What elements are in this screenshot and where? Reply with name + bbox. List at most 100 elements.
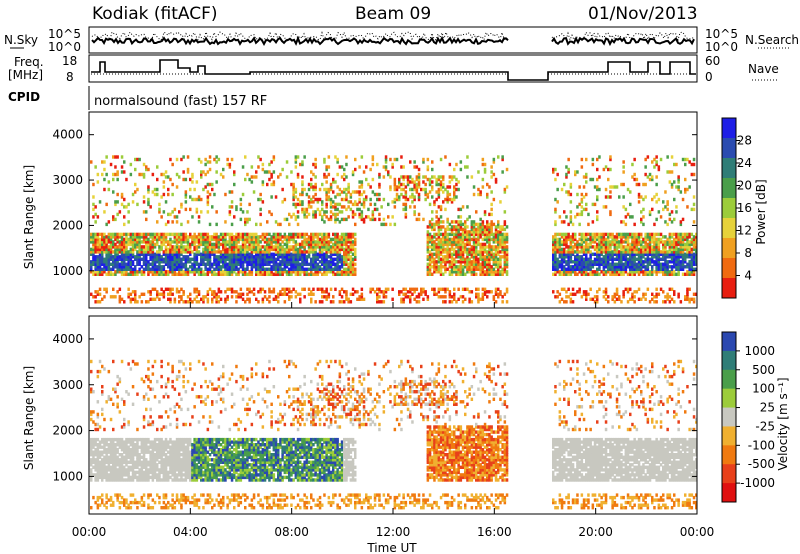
heatmap-cell — [400, 165, 403, 169]
heatmap-cell — [565, 300, 568, 304]
heatmap-cell — [655, 160, 658, 164]
heatmap-cell — [499, 225, 502, 229]
heatmap-cell — [285, 160, 289, 164]
heatmap-cell — [611, 262, 614, 266]
heatmap-cell — [609, 272, 612, 276]
heatmap-cell — [466, 255, 469, 259]
heatmap-cell — [270, 290, 273, 294]
heatmap-cell — [279, 292, 282, 296]
heatmap-cell — [224, 235, 227, 239]
heatmap-cell — [681, 157, 685, 162]
heatmap-cell — [446, 237, 449, 242]
heatmap-cell — [217, 157, 221, 162]
heatmap-cell — [314, 262, 317, 266]
heatmap-cell — [158, 252, 161, 256]
heatmap-cell — [252, 292, 256, 296]
heatmap-cell — [101, 250, 104, 254]
heatmap-cell — [257, 165, 260, 169]
heatmap-cell — [136, 257, 139, 261]
heatmap-cell — [580, 235, 584, 239]
heatmap-cell — [182, 240, 185, 244]
heatmap-cell — [180, 295, 183, 299]
heatmap-cell — [327, 232, 331, 237]
heatmap-cell — [574, 262, 577, 266]
heatmap-cell — [138, 257, 141, 261]
heatmap-cell — [310, 182, 313, 187]
heatmap-cell — [406, 182, 410, 187]
heatmap-cell — [644, 257, 647, 261]
heatmap-cell — [382, 222, 386, 227]
heatmap-cell — [609, 255, 612, 259]
heatmap-cell — [184, 192, 188, 197]
heatmap-cell — [503, 237, 507, 242]
heatmap-cell — [325, 272, 328, 276]
heatmap-cell — [472, 260, 476, 264]
heatmap-cell — [554, 262, 557, 266]
heatmap-cell — [142, 195, 146, 199]
heatmap-cell — [651, 232, 654, 237]
heatmap-cell — [354, 200, 357, 204]
heatmap-cell — [323, 265, 326, 269]
heatmap-cell — [501, 242, 504, 247]
heatmap-cell — [180, 232, 183, 237]
heatmap-cell — [631, 162, 634, 167]
heatmap-cell — [477, 242, 480, 247]
heatmap-cell — [98, 272, 102, 276]
heatmap-cell — [140, 270, 144, 274]
heatmap-cell — [230, 272, 234, 276]
heatmap-cell — [358, 190, 361, 194]
heatmap-cell — [629, 260, 632, 264]
heatmap-cell — [675, 240, 678, 244]
heatmap-cell — [222, 265, 225, 269]
heatmap-cell — [208, 222, 212, 227]
heatmap-cell — [488, 260, 491, 264]
heatmap-cell — [290, 235, 293, 239]
heatmap-cell — [569, 255, 573, 259]
heatmap-cell — [437, 252, 441, 256]
heatmap-cell — [94, 255, 97, 259]
heatmap-cell — [461, 237, 465, 242]
heatmap-cell — [294, 157, 298, 162]
heatmap-cell — [202, 255, 205, 259]
heatmap-cell — [299, 247, 302, 252]
heatmap-cell — [233, 265, 236, 269]
heatmap-cell — [358, 185, 361, 189]
heatmap-cell — [340, 300, 344, 304]
heatmap-cell — [255, 255, 258, 259]
heatmap-cell — [670, 252, 674, 256]
heatmap-cell — [252, 232, 256, 237]
heatmap-cell — [560, 220, 564, 224]
heatmap-cell — [283, 247, 287, 252]
heatmap-cell — [134, 265, 137, 269]
heatmap-cell — [92, 195, 95, 199]
heatmap-cell — [98, 252, 102, 256]
heatmap-cell — [681, 255, 685, 259]
heatmap-cell — [189, 292, 192, 296]
heatmap-cell — [505, 255, 509, 259]
heatmap-cell — [464, 257, 467, 261]
heatmap-cell — [283, 237, 287, 242]
heatmap-cell — [303, 270, 306, 274]
heatmap-cell — [635, 252, 639, 256]
heatmap-cell — [107, 237, 111, 242]
heatmap-cell — [310, 262, 313, 266]
heatmap-cell — [136, 232, 139, 237]
heatmap-cell — [648, 250, 652, 254]
heatmap-cell — [615, 290, 619, 294]
heatmap-cell — [501, 155, 504, 159]
heatmap-cell — [461, 222, 465, 227]
heatmap-cell — [224, 240, 227, 244]
heatmap-cell — [241, 255, 245, 259]
heatmap-cell — [486, 192, 489, 197]
heatmap-cell — [675, 250, 678, 254]
heatmap-cell — [323, 210, 326, 214]
heatmap-cell — [464, 225, 467, 229]
heatmap-cell — [618, 267, 621, 271]
heatmap-cell — [208, 237, 212, 242]
heatmap-cell — [503, 250, 507, 254]
heatmap-cell — [325, 192, 328, 197]
heatmap-cell — [213, 235, 216, 239]
heatmap-cell — [312, 250, 315, 254]
heatmap-cell — [219, 267, 223, 271]
heatmap-cell — [347, 265, 350, 269]
